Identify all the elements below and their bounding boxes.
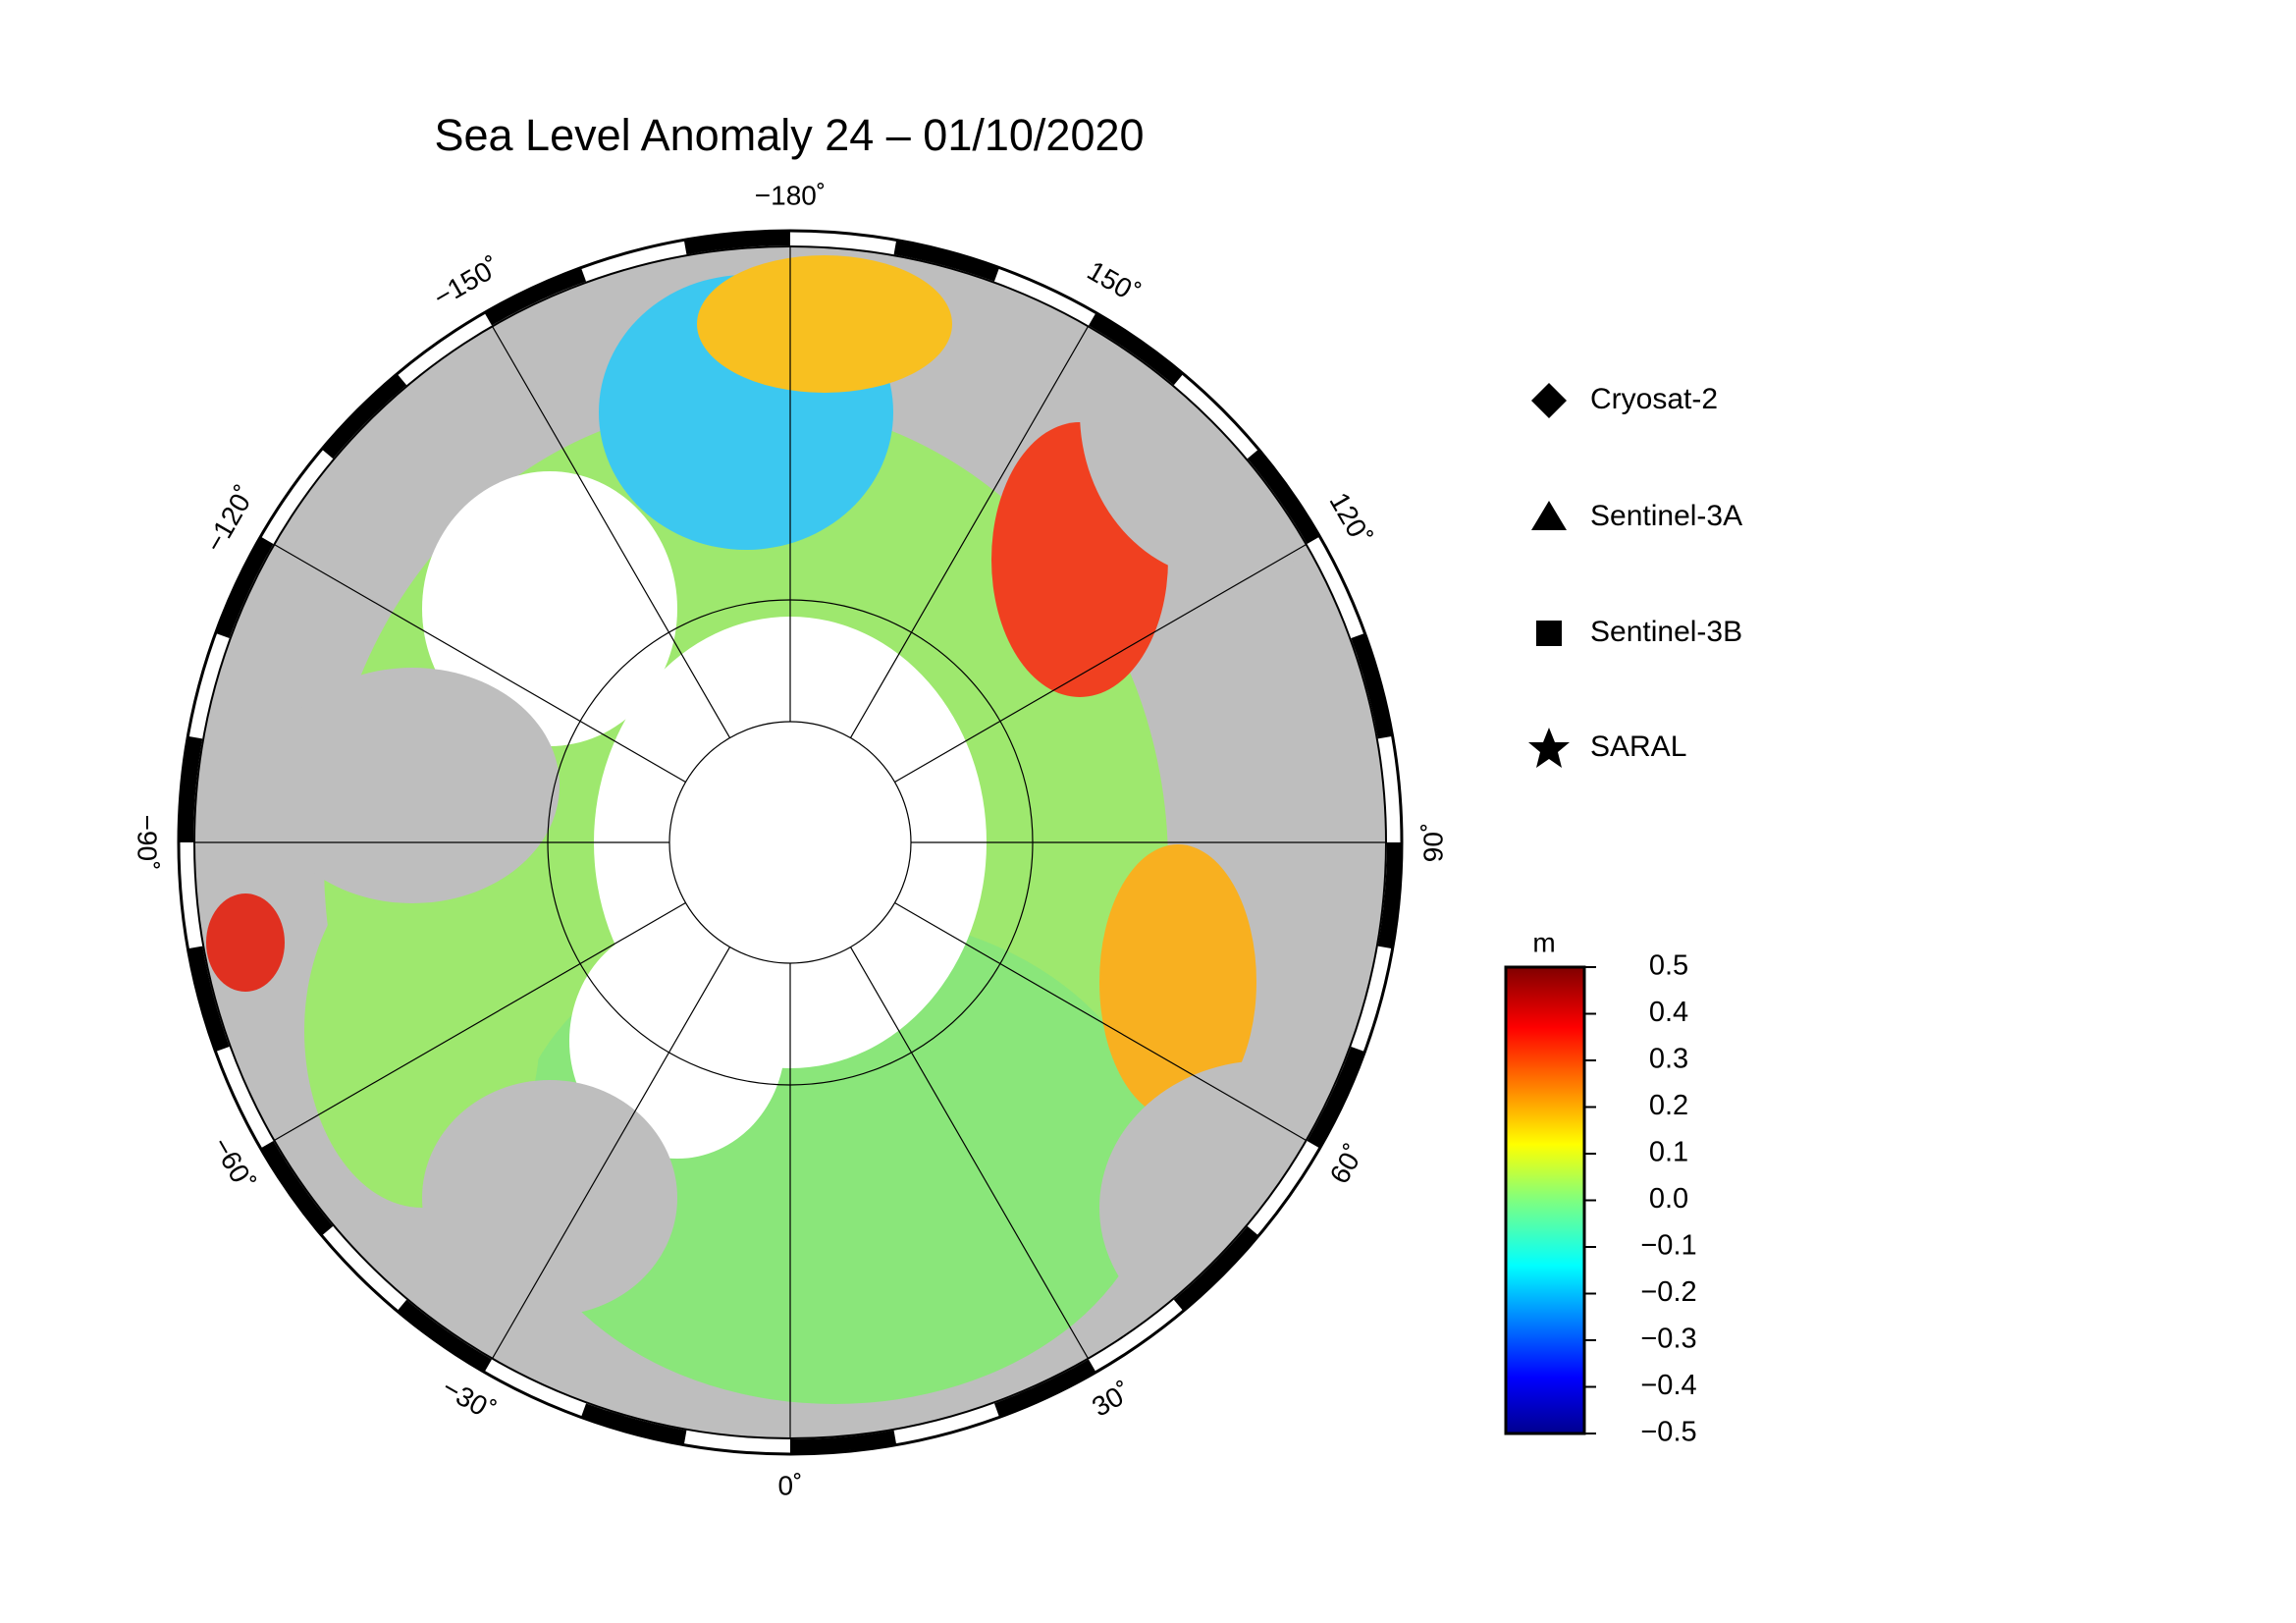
frame-segment	[893, 241, 999, 282]
longitude-label: −120˚	[199, 480, 261, 557]
longitude-label: 90˚	[1417, 823, 1448, 862]
legend-label: Sentinel-3B	[1590, 616, 1742, 648]
colorbar-label: m	[1532, 927, 1555, 957]
colorbar-tick-label: −0.1	[1640, 1230, 1696, 1262]
frame-segment	[322, 374, 407, 460]
colorbar-tick-label: 0.0	[1649, 1183, 1688, 1215]
frame-segment	[398, 1299, 493, 1372]
meridian	[274, 901, 686, 1142]
longitude-label: 120˚	[1323, 487, 1377, 550]
frame-segment	[1247, 450, 1319, 545]
colorbar-tick-label: 0.1	[1649, 1137, 1688, 1168]
colorbar-tick-label: 0.2	[1649, 1090, 1688, 1121]
meridian	[491, 947, 731, 1359]
frame-segment	[180, 735, 203, 843]
longitude-label: −180˚	[755, 180, 826, 210]
frame-segment	[1351, 633, 1392, 739]
meridian	[894, 901, 1307, 1142]
frame-segment	[216, 537, 274, 639]
graticule: −180˚ 150˚ 120˚ 90˚ 60˚ 30˚ 0˚ −30˚ −60˚ −90˚ −120…	[133, 180, 1449, 1500]
frame-segment	[1088, 313, 1183, 386]
colorbar-tick-label: −0.4	[1640, 1370, 1696, 1401]
frame-segment	[789, 1430, 897, 1453]
meridian	[491, 326, 731, 738]
longitude-label: 30˚	[1087, 1377, 1137, 1423]
legend-label: Sentinel-3A	[1590, 500, 1742, 532]
frame-segment	[261, 1140, 334, 1235]
frame-segment	[485, 268, 587, 326]
longitude-label: −90˚	[133, 815, 163, 871]
meridian	[894, 543, 1307, 784]
longitude-label: 60˚	[1324, 1139, 1370, 1189]
triangle-marker	[1531, 501, 1567, 530]
colorbar-tick-label: 0.3	[1649, 1044, 1688, 1075]
frame-segment	[993, 1359, 1095, 1417]
colorbar-tick-label: −0.5	[1640, 1417, 1696, 1448]
star-marker	[1528, 728, 1570, 768]
title: Sea Level Anomaly 24 – 01/10/2020	[434, 110, 1144, 160]
square-marker	[1536, 621, 1562, 646]
legend: Cryosat-2 Sentinel-3A Sentinel-3B SARAL	[1528, 383, 1742, 768]
frame-segment	[1173, 1225, 1258, 1311]
colorbar-tick-label: 0.5	[1649, 950, 1688, 982]
longitude-label: 150˚	[1083, 255, 1146, 309]
frame-segment	[581, 1403, 687, 1444]
legend-label: Cryosat-2	[1590, 383, 1718, 415]
longitude-label: −60˚	[206, 1132, 260, 1196]
colorbar-tick-label: −0.3	[1640, 1324, 1696, 1355]
meridian	[849, 326, 1090, 738]
frame-segment	[1377, 841, 1401, 949]
colorbar-tick-label: −0.2	[1640, 1276, 1696, 1308]
frame-segment	[683, 232, 791, 255]
longitude-label: 0˚	[778, 1470, 803, 1500]
longitude-label: −150˚	[428, 251, 505, 313]
frame-segment	[1307, 1046, 1364, 1148]
longitude-label: −30˚	[437, 1373, 501, 1427]
frame-segment	[188, 946, 230, 1052]
diamond-marker	[1531, 383, 1567, 418]
meridian	[274, 543, 686, 784]
colorbar-tick-label: 0.4	[1649, 997, 1688, 1028]
colorbar	[1504, 965, 1586, 1435]
legend-label: SARAL	[1590, 730, 1686, 763]
meridian	[849, 947, 1090, 1359]
